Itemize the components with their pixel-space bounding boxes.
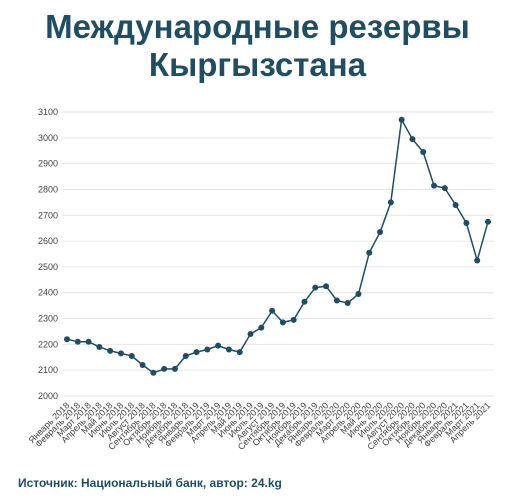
data-point	[85, 338, 92, 345]
data-point	[301, 298, 308, 305]
y-tick-label: 3100	[38, 107, 58, 117]
data-point	[269, 307, 276, 314]
data-point	[366, 249, 373, 256]
chart-title-line-1: Международные резервы	[45, 8, 470, 45]
data-point	[420, 149, 427, 156]
chart-title-line-2: Кыргызстана	[148, 46, 367, 83]
data-point	[398, 116, 405, 123]
y-tick-label: 2700	[38, 210, 58, 220]
y-tick-label: 2500	[38, 262, 58, 272]
data-point	[150, 369, 157, 376]
series-line	[66, 117, 489, 374]
data-point	[128, 352, 135, 359]
y-tick-label: 2600	[38, 236, 58, 246]
data-point	[117, 350, 124, 357]
y-tick-label: 2200	[38, 339, 58, 349]
data-point	[258, 324, 265, 331]
data-point	[409, 136, 416, 143]
data-point	[204, 346, 211, 353]
data-point	[236, 349, 243, 356]
data-point	[323, 283, 330, 290]
data-point	[182, 352, 189, 359]
data-point	[312, 284, 319, 291]
data-point	[290, 316, 297, 323]
data-point	[279, 319, 286, 326]
data-point	[171, 365, 178, 372]
source-note: Источник: Национальный банк, автор: 24.k…	[18, 476, 282, 490]
y-tick-label: 2900	[38, 159, 58, 169]
data-point	[139, 362, 146, 369]
data-point	[225, 346, 232, 353]
data-point	[377, 229, 384, 236]
y-tick-label: 2800	[38, 184, 58, 194]
y-tick-label: 2400	[38, 288, 58, 298]
data-point	[215, 342, 222, 349]
data-point	[64, 336, 70, 343]
y-tick-label: 2000	[38, 391, 58, 401]
y-tick-label: 3000	[38, 133, 58, 143]
data-point	[474, 257, 481, 264]
chart-title: Международные резервы Кыргызстана	[0, 8, 515, 84]
data-point	[355, 291, 362, 298]
data-point	[247, 331, 254, 338]
data-point	[463, 220, 470, 227]
data-point	[333, 297, 340, 304]
data-point	[193, 349, 200, 356]
grid-layer	[62, 111, 494, 397]
data-point	[387, 199, 394, 206]
data-point	[452, 201, 459, 208]
data-point	[74, 338, 81, 345]
data-point	[431, 182, 438, 189]
y-axis-ticks: 2000 2100 2200 2300 2400 2500 2600 2700 2800 2900…	[38, 107, 58, 401]
data-point	[96, 343, 103, 350]
data-point	[441, 185, 448, 192]
y-tick-label: 2100	[38, 365, 58, 375]
data-point	[107, 347, 114, 354]
y-tick-label: 2300	[38, 314, 58, 324]
data-point	[485, 218, 491, 225]
data-point	[344, 300, 351, 307]
data-point	[161, 365, 168, 372]
data-points	[64, 116, 491, 376]
